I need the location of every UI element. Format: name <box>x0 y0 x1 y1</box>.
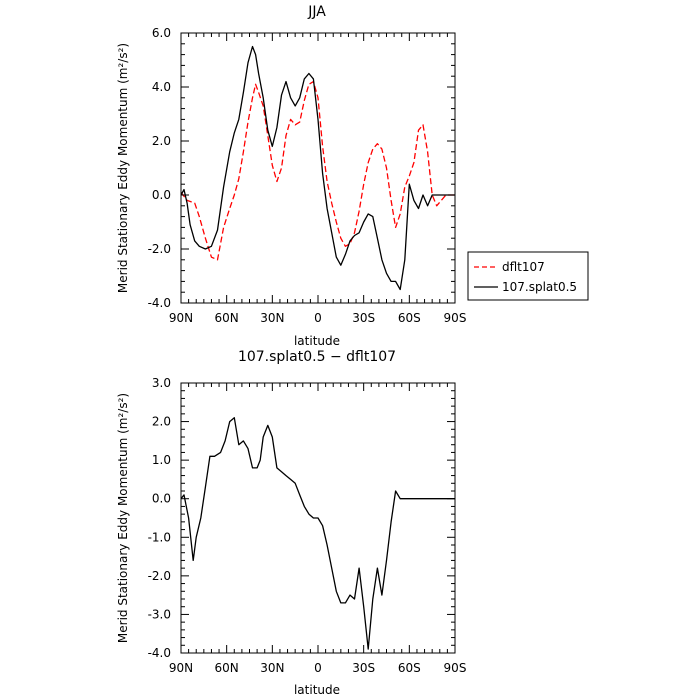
x-tick-label: 30S <box>352 311 375 325</box>
x-tick-label: 90S <box>444 661 467 675</box>
y-tick-label: 2.0 <box>152 415 171 429</box>
y-tick-label: -2.0 <box>148 569 171 583</box>
top-panel: JJA Merid Stationary Eddy Momentum (m²/s… <box>116 4 466 348</box>
y-tick-label: -4.0 <box>148 296 171 310</box>
legend: dflt107 107.splat0.5 <box>467 251 589 301</box>
x-tick-label: 30N <box>260 311 284 325</box>
legend-label-dflt107: dflt107 <box>502 260 545 274</box>
plot-frame-0 <box>180 32 456 304</box>
y-tick-label: 3.0 <box>152 376 171 390</box>
bottom-y-axis-label: Merid Stationary Eddy Momentum (m²/s²) <box>116 393 130 643</box>
x-tick-label: 0 <box>314 661 322 675</box>
top-chart-title: JJA <box>307 4 326 20</box>
x-tick-label: 60N <box>215 661 239 675</box>
x-tick-label: 60N <box>215 311 239 325</box>
y-tick-label: 1.0 <box>152 453 171 467</box>
series-line-1-0 <box>180 417 455 650</box>
x-tick-label: 90N <box>169 311 193 325</box>
x-tick-label: 90N <box>169 661 193 675</box>
y-tick-label: 0.0 <box>152 188 171 202</box>
y-tick-label: 2.0 <box>152 134 171 148</box>
series-line-0-0 <box>180 80 455 261</box>
y-tick-label: -4.0 <box>148 646 171 660</box>
x-tick-label: 30N <box>260 661 284 675</box>
bottom-panel: 107.splat0.5 − dflt107 Merid Stationary … <box>116 349 466 697</box>
x-tick-label: 60S <box>398 661 421 675</box>
top-y-axis-label: Merid Stationary Eddy Momentum (m²/s²) <box>116 43 130 293</box>
bottom-x-axis-label: latitude <box>294 683 340 697</box>
top-x-axis-label: latitude <box>294 334 340 348</box>
bottom-chart-title: 107.splat0.5 − dflt107 <box>238 349 396 365</box>
y-tick-label: -3.0 <box>148 607 171 621</box>
series-line-0-1 <box>180 45 455 291</box>
x-tick-label: 60S <box>398 311 421 325</box>
y-tick-label: 0.0 <box>152 492 171 506</box>
y-tick-label: -2.0 <box>148 242 171 256</box>
x-tick-label: 30S <box>352 661 375 675</box>
y-tick-label: 6.0 <box>152 26 171 40</box>
x-tick-label: 0 <box>314 311 322 325</box>
y-tick-label: 4.0 <box>152 80 171 94</box>
y-tick-label: -1.0 <box>148 530 171 544</box>
legend-label-splat: 107.splat0.5 <box>502 280 577 294</box>
legend-box <box>467 251 589 301</box>
x-tick-label: 90S <box>444 311 467 325</box>
